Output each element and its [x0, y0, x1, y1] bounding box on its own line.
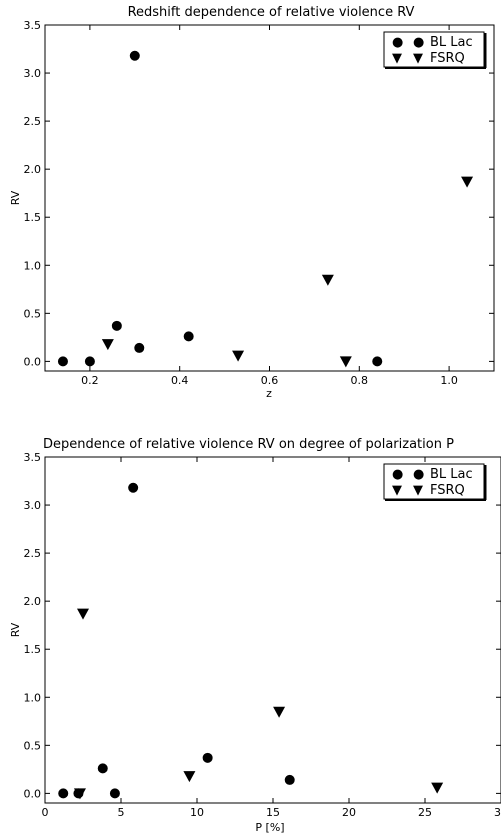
x-axis-label: z	[266, 387, 272, 400]
x-tick-label: 0.4	[171, 374, 189, 387]
data-markers	[57, 50, 474, 368]
chart-title: Dependence of relative violence RV on de…	[43, 437, 454, 452]
fsrq-point	[232, 350, 245, 362]
chart-title: Redshift dependence of relative violence…	[128, 5, 415, 20]
fsrq-point	[77, 608, 89, 620]
bl-lac-point	[58, 788, 69, 799]
y-axis-ticks: 0.0 0.5 1.0 1.5 2.0 2.5 3.0 3.5	[24, 19, 494, 368]
bl-lac-point	[183, 331, 194, 342]
y-axis-label: RV	[9, 622, 22, 637]
fsrq-point	[431, 782, 444, 794]
x-axis-ticks: 0.2 0.4 0.6 0.8 1.0	[81, 25, 458, 387]
y-tick-label: 2.0	[24, 163, 42, 176]
bl-lac-point	[134, 342, 145, 353]
bl-lac-point	[372, 356, 383, 367]
axes-frame	[44, 24, 495, 372]
legend-symbol-circle: ●	[392, 467, 403, 482]
legend-symbol-circle: ●	[413, 35, 424, 50]
y-tick-label: 2.5	[24, 547, 42, 560]
x-tick-label: 0.2	[81, 374, 99, 387]
axes-frame	[44, 456, 501, 804]
data-markers	[58, 482, 444, 800]
chart-polarization: Dependence of relative violence RV on de…	[9, 437, 501, 834]
x-tick-label: 25	[418, 806, 432, 819]
y-tick-label: 1.5	[24, 211, 42, 224]
x-tick-label: 10	[190, 806, 204, 819]
bl-lac-point	[97, 763, 108, 774]
legend-symbol-triangle: ▼	[392, 483, 402, 498]
y-tick-label: 2.5	[24, 115, 42, 128]
bl-lac-point	[109, 788, 120, 799]
bl-lac-point	[202, 752, 213, 763]
x-tick-label: 5	[118, 806, 125, 819]
x-axis-ticks: 0 5 10 15 20 25 30	[42, 457, 501, 819]
y-tick-label: 0.0	[24, 787, 42, 800]
y-tick-label: 3.5	[24, 19, 42, 32]
y-tick-label: 0.5	[24, 307, 42, 320]
legend-symbol-circle: ●	[392, 35, 403, 50]
x-tick-label: 30	[494, 806, 501, 819]
bl-lac-point	[84, 356, 95, 367]
y-tick-label: 1.5	[24, 643, 42, 656]
legend-symbol-triangle: ▼	[413, 51, 423, 66]
y-axis-label: RV	[9, 190, 22, 205]
y-tick-label: 3.0	[24, 499, 42, 512]
legend-label-fsrq: FSRQ	[430, 51, 465, 66]
chart-redshift: Redshift dependence of relative violence…	[9, 5, 495, 400]
x-tick-label: 15	[266, 806, 280, 819]
fsrq-point	[339, 356, 352, 368]
legend-frame	[383, 463, 485, 500]
legend: ● ● BL Lac ▼ ▼ FSRQ	[383, 463, 487, 501]
fsrq-point	[73, 788, 86, 800]
bl-lac-point	[57, 356, 68, 367]
x-tick-label: 0.8	[351, 374, 369, 387]
legend-label-bl-lac: BL Lac	[430, 35, 473, 50]
bl-lac-point	[129, 50, 140, 61]
fsrq-point	[273, 706, 286, 718]
x-axis-label: P [%]	[255, 821, 284, 834]
x-tick-label: 1.0	[440, 374, 458, 387]
bl-lac-point	[128, 482, 139, 493]
y-tick-label: 3.5	[24, 451, 42, 464]
x-tick-label: 0	[42, 806, 49, 819]
legend-symbol-circle: ●	[413, 467, 424, 482]
legend-symbol-triangle: ▼	[413, 483, 423, 498]
y-tick-label: 2.0	[24, 595, 42, 608]
y-tick-label: 3.0	[24, 67, 42, 80]
x-tick-label: 20	[342, 806, 356, 819]
fsrq-point	[321, 274, 334, 286]
y-tick-label: 0.5	[24, 739, 42, 752]
fsrq-point	[461, 176, 474, 188]
legend-label-bl-lac: BL Lac	[430, 467, 473, 482]
legend-label-fsrq: FSRQ	[430, 483, 465, 498]
bl-lac-point	[111, 320, 122, 331]
bl-lac-point	[284, 774, 295, 785]
y-tick-label: 0.0	[24, 355, 42, 368]
legend-symbol-triangle: ▼	[392, 51, 402, 66]
x-tick-label: 0.6	[261, 374, 279, 387]
fsrq-point	[101, 339, 114, 351]
legend: ● ● BL Lac ▼ ▼ FSRQ	[383, 31, 487, 69]
fsrq-point	[183, 771, 196, 783]
y-tick-label: 1.0	[24, 691, 42, 704]
y-tick-label: 1.0	[24, 259, 42, 272]
y-axis-ticks: 0.0 0.5 1.0 1.5 2.0 2.5 3.0 3.5	[24, 451, 501, 800]
